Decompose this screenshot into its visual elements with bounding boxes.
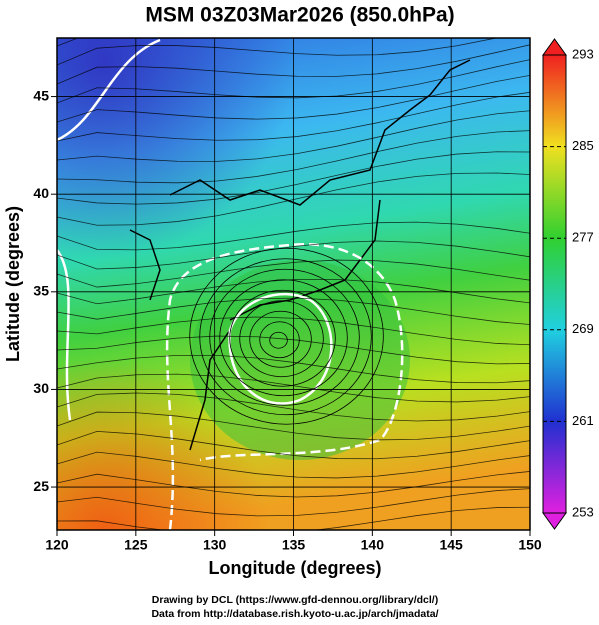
x-tick-label: 135 — [282, 537, 306, 553]
streamline — [57, 259, 530, 288]
y-tick-label: 45 — [33, 87, 49, 103]
y-tick-label: 25 — [33, 478, 49, 494]
contour — [165, 243, 404, 530]
streamline — [239, 300, 324, 378]
streamline — [57, 354, 530, 384]
streamline — [57, 471, 530, 498]
x-axis-label: Longitude (degrees) — [208, 558, 381, 578]
streamline — [57, 411, 530, 441]
streamline — [189, 247, 384, 425]
y-tick-label: 35 — [33, 283, 49, 299]
streamline — [57, 221, 530, 251]
streamline — [57, 506, 530, 530]
streamline — [219, 279, 348, 397]
colorbar — [542, 54, 567, 514]
streamline — [57, 316, 530, 346]
y-axis-label: Latitude (degrees) — [3, 206, 23, 362]
streamline — [57, 172, 530, 226]
streamline — [57, 240, 530, 270]
field — [57, 38, 530, 530]
cool-core — [190, 260, 410, 460]
streamline — [57, 38, 498, 66]
streamline — [269, 331, 288, 349]
y-tick-label: 40 — [33, 185, 49, 201]
x-tick-label: 150 — [518, 537, 542, 553]
colorbar-min-arrow — [542, 512, 567, 530]
streamline — [57, 373, 530, 403]
x-tick-label: 120 — [45, 537, 69, 553]
colorbar-max-arrow — [542, 38, 567, 56]
colorbar-tick-label: 277 — [572, 230, 594, 245]
x-tick-label: 145 — [439, 537, 463, 553]
streamline — [57, 44, 530, 85]
streamline — [57, 451, 530, 479]
streamline — [57, 430, 530, 460]
streamline — [57, 110, 530, 162]
chart-title: MSM 03Z03Mar2026 (850.0hPa) — [145, 4, 454, 27]
colorbar-tick-label: 261 — [572, 413, 594, 428]
streamline — [229, 289, 336, 387]
streamline — [57, 335, 530, 365]
credit: Drawing by DCL (https://www.gfd-dennou.o… — [152, 594, 438, 606]
colorbar-tick-label: 285 — [572, 138, 594, 153]
colorbar-tick-label: 269 — [572, 321, 594, 336]
colorbar-tick-label: 253 — [572, 504, 594, 519]
streamline — [57, 297, 530, 325]
contour — [228, 292, 333, 405]
x-tick-label: 140 — [361, 537, 385, 553]
streamline — [57, 74, 530, 123]
contour — [57, 38, 161, 421]
streamline — [57, 488, 530, 517]
colorbar-tick-label: 293 — [572, 46, 594, 61]
x-tick-label: 130 — [203, 537, 227, 553]
streamline — [57, 59, 530, 104]
streamline — [259, 321, 300, 359]
streamline — [249, 310, 312, 368]
streamline — [209, 268, 360, 406]
streamline — [57, 392, 530, 422]
y-tick-label: 30 — [33, 380, 49, 396]
streamline — [57, 278, 530, 305]
streamline — [57, 151, 530, 205]
streamline — [57, 91, 530, 142]
credit: Data from http://database.rish.kyoto-u.a… — [151, 608, 438, 620]
x-tick-label: 125 — [124, 537, 148, 553]
streamline — [57, 130, 530, 184]
